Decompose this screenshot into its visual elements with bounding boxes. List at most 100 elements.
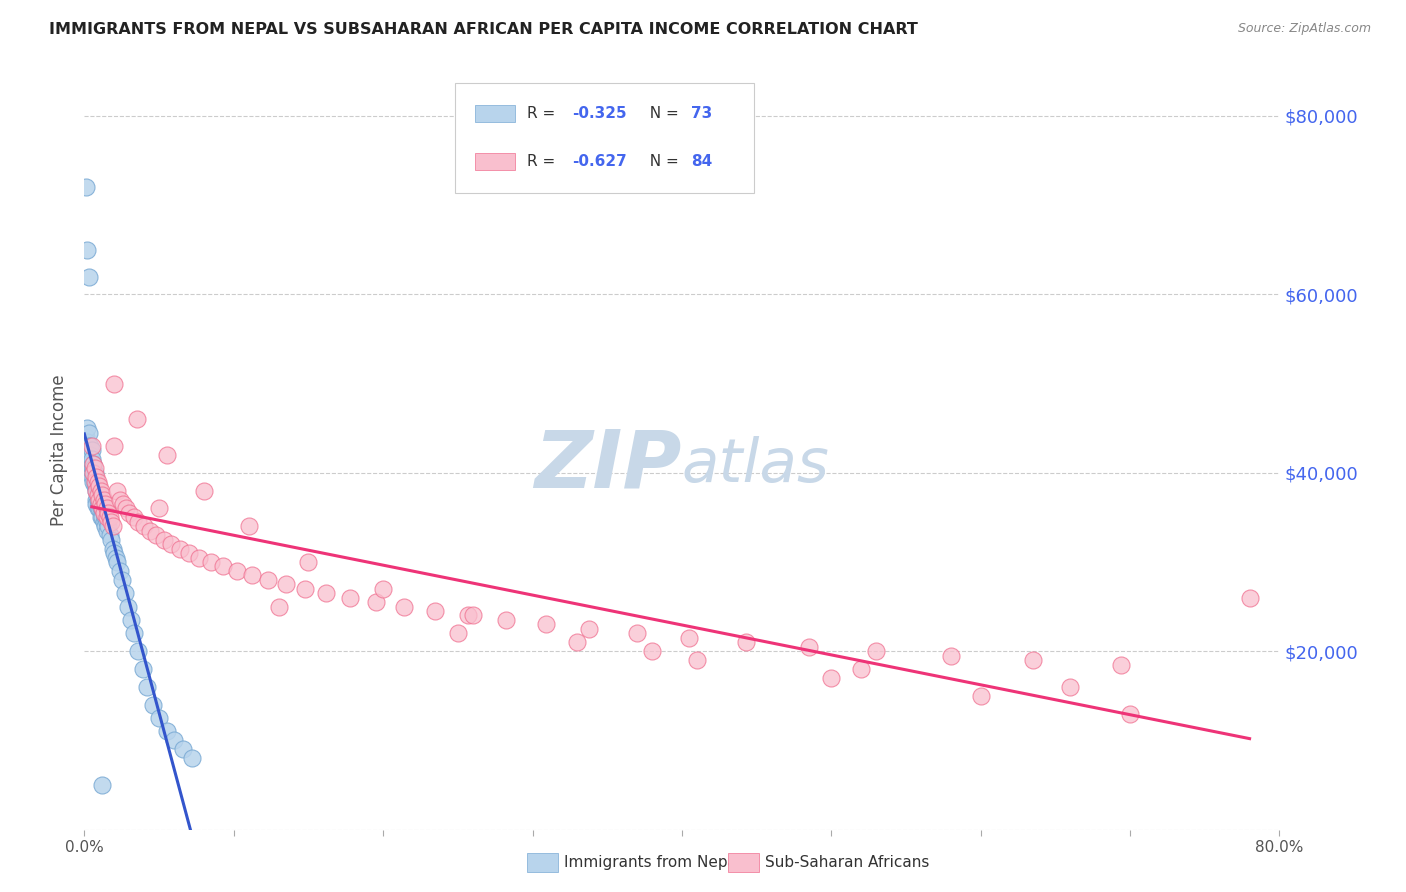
Point bbox=[86, 483, 108, 498]
Point bbox=[76, 448, 98, 462]
Point bbox=[122, 626, 145, 640]
Point bbox=[94, 510, 117, 524]
Point bbox=[534, 617, 557, 632]
Point bbox=[82, 457, 104, 471]
Point bbox=[110, 492, 132, 507]
Text: R =: R = bbox=[527, 154, 560, 169]
Point bbox=[148, 711, 170, 725]
Point bbox=[118, 506, 141, 520]
Point bbox=[240, 568, 263, 582]
Point bbox=[145, 528, 167, 542]
Point bbox=[90, 483, 112, 498]
Point bbox=[86, 497, 108, 511]
Text: N =: N = bbox=[640, 106, 683, 121]
Text: Source: ZipAtlas.com: Source: ZipAtlas.com bbox=[1237, 22, 1371, 36]
Point bbox=[797, 640, 820, 654]
Point bbox=[87, 488, 110, 502]
Point bbox=[294, 582, 316, 596]
Point bbox=[86, 492, 108, 507]
FancyBboxPatch shape bbox=[475, 105, 515, 122]
Point bbox=[820, 671, 842, 685]
Point bbox=[181, 751, 204, 765]
Point bbox=[91, 778, 114, 792]
Point bbox=[93, 492, 115, 507]
Point bbox=[238, 519, 260, 533]
Point bbox=[139, 524, 162, 538]
Point bbox=[686, 653, 709, 667]
Text: N =: N = bbox=[640, 154, 683, 169]
Point bbox=[98, 528, 121, 542]
Point bbox=[142, 698, 165, 712]
Point bbox=[851, 662, 873, 676]
Point bbox=[100, 515, 122, 529]
Point bbox=[678, 631, 700, 645]
Point bbox=[1239, 591, 1261, 605]
Point bbox=[96, 524, 118, 538]
Point bbox=[392, 599, 415, 614]
Point bbox=[76, 434, 98, 449]
Point bbox=[163, 733, 186, 747]
Point bbox=[1059, 680, 1081, 694]
Point bbox=[90, 510, 112, 524]
Point bbox=[94, 497, 117, 511]
Text: ZIP: ZIP bbox=[534, 426, 682, 505]
Point bbox=[96, 515, 118, 529]
Point bbox=[114, 586, 136, 600]
Point bbox=[132, 519, 156, 533]
Point bbox=[82, 466, 104, 480]
Text: Sub-Saharan Africans: Sub-Saharan Africans bbox=[765, 855, 929, 870]
Point bbox=[77, 269, 100, 284]
Point bbox=[75, 430, 97, 444]
Point bbox=[127, 515, 149, 529]
Point bbox=[91, 501, 114, 516]
Point bbox=[100, 533, 122, 547]
Point bbox=[267, 599, 290, 614]
Point bbox=[79, 448, 101, 462]
Point bbox=[125, 412, 148, 426]
Point bbox=[89, 501, 111, 516]
Point bbox=[98, 510, 121, 524]
Point bbox=[80, 452, 103, 467]
Point bbox=[101, 519, 124, 533]
Point bbox=[96, 501, 118, 516]
Point bbox=[91, 510, 114, 524]
Point bbox=[120, 613, 142, 627]
Point bbox=[364, 595, 387, 609]
Point bbox=[83, 475, 105, 489]
Text: 84: 84 bbox=[692, 154, 713, 169]
Point bbox=[75, 439, 97, 453]
Point bbox=[80, 439, 103, 453]
Point bbox=[79, 439, 101, 453]
Point bbox=[87, 488, 110, 502]
Text: Immigrants from Nepal: Immigrants from Nepal bbox=[564, 855, 741, 870]
Point bbox=[97, 519, 120, 533]
Text: R =: R = bbox=[527, 106, 560, 121]
FancyBboxPatch shape bbox=[456, 83, 754, 193]
Point bbox=[200, 555, 222, 569]
Point bbox=[77, 452, 100, 467]
Point bbox=[101, 541, 124, 556]
Point bbox=[93, 506, 115, 520]
Point bbox=[160, 537, 183, 551]
Point bbox=[155, 448, 177, 462]
Point bbox=[578, 622, 600, 636]
Point bbox=[373, 582, 395, 596]
Point bbox=[83, 470, 105, 484]
Point bbox=[193, 483, 215, 498]
Point bbox=[177, 546, 200, 560]
Text: 73: 73 bbox=[692, 106, 713, 121]
Point bbox=[77, 439, 100, 453]
Point bbox=[82, 461, 104, 475]
Point bbox=[970, 689, 993, 703]
Point bbox=[83, 479, 105, 493]
Point bbox=[939, 648, 962, 663]
Point bbox=[96, 510, 118, 524]
Point bbox=[89, 479, 111, 493]
Point bbox=[105, 483, 128, 498]
Point bbox=[117, 599, 139, 614]
Point bbox=[89, 497, 111, 511]
Point bbox=[567, 635, 589, 649]
Point bbox=[111, 573, 134, 587]
Point bbox=[103, 546, 125, 560]
Point bbox=[83, 461, 105, 475]
